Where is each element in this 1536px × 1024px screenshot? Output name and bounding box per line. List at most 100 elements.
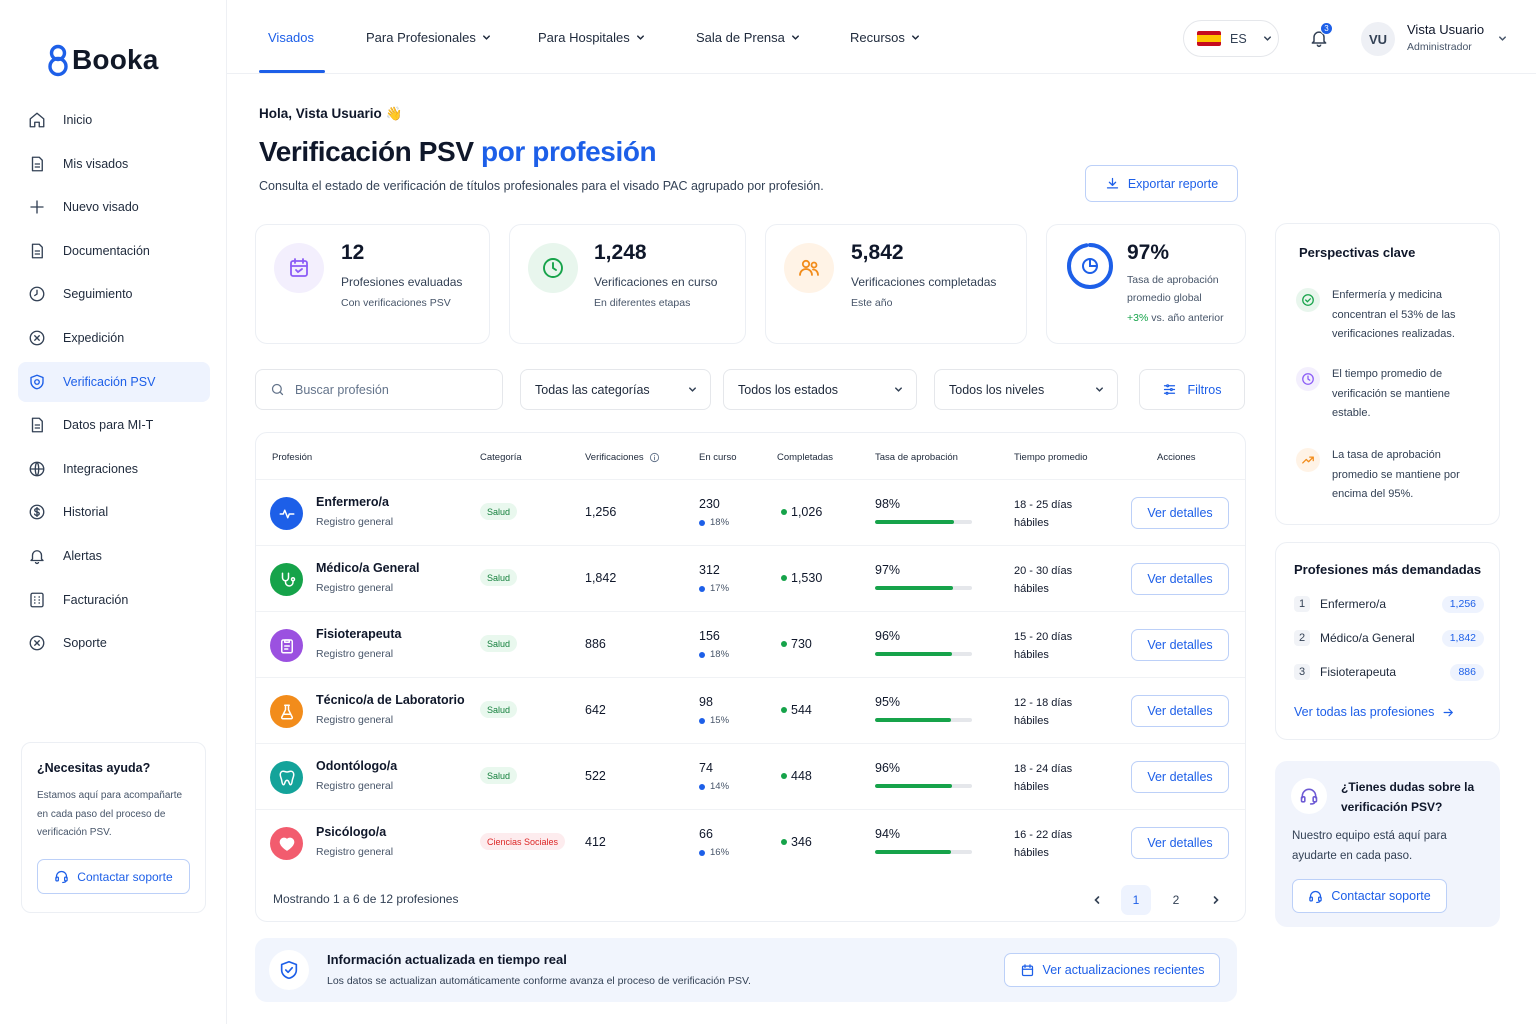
tab-recursos[interactable]: Recursos — [850, 30, 921, 45]
col-header-profession[interactable]: Profesión — [272, 452, 313, 463]
col-header-completed[interactable]: Completadas — [777, 452, 833, 463]
export-report-button[interactable]: Exportar reporte — [1085, 165, 1238, 202]
grid-icon — [28, 591, 46, 609]
status-dot — [699, 651, 705, 658]
status-select[interactable]: Todos los estados — [723, 369, 917, 410]
category-select[interactable]: Todas las categorías — [520, 369, 711, 410]
profession-name[interactable]: Psicólogo/a — [316, 825, 387, 839]
col-header-actions: Acciones — [1157, 452, 1196, 463]
headset-icon — [1291, 778, 1327, 814]
sidebar-item-facturacion[interactable]: Facturación — [18, 580, 210, 620]
status-dot — [781, 575, 787, 581]
pagination-page-1[interactable]: 1 — [1121, 885, 1151, 915]
sidebar-item-seguimiento[interactable]: Seguimiento — [18, 274, 210, 314]
table-row: Psicólogo/a Registro general Ciencias Soci… — [256, 809, 1245, 875]
chevron-down-icon — [791, 35, 799, 40]
logo[interactable]: Booka — [46, 42, 159, 78]
col-header-verifications[interactable]: Verificaciones — [585, 452, 660, 463]
count-badge: 1,256 — [1441, 595, 1484, 613]
list-item[interactable]: 1 Enfermero/a 1,256 — [1294, 594, 1484, 614]
profession-name[interactable]: Médico/a General — [316, 561, 420, 575]
average-time: 18 - 25 días hábiles — [1014, 496, 1094, 532]
in-progress-percent-value: 17% — [710, 583, 730, 594]
col-header-category[interactable]: Categoría — [480, 452, 522, 463]
category-badge: Salud — [480, 503, 518, 520]
completed-value: 448 — [791, 769, 812, 783]
trend-up-icon — [1296, 448, 1320, 472]
view-details-button[interactable]: Ver detalles — [1131, 629, 1229, 661]
pagination-page-2[interactable]: 2 — [1172, 893, 1180, 907]
stat-label: Verificaciones en curso — [594, 275, 718, 289]
view-all-professions-link[interactable]: Ver todas las profesiones — [1294, 705, 1455, 719]
verifications-count: 412 — [585, 835, 606, 849]
sidebar-item-datos-mit[interactable]: Datos para MI-T — [18, 405, 210, 445]
in-progress-percent: 15% — [699, 715, 729, 726]
contact-support-button[interactable]: Contactar soporte — [1292, 879, 1447, 913]
list-item[interactable]: 2 Médico/a General 1,842 — [1294, 628, 1484, 648]
in-progress-percent-value: 15% — [710, 715, 730, 726]
profession-name[interactable]: Odontólogo/a — [316, 759, 398, 773]
list-item[interactable]: 3 Fisioterapeuta 886 — [1294, 662, 1484, 682]
insight-text: Enfermería y medicina concentran el 53% … — [1332, 289, 1456, 340]
pagination-prev[interactable] — [1082, 885, 1112, 915]
sidebar-item-documentacion[interactable]: Documentación — [18, 231, 210, 271]
tab-para-profesionales[interactable]: Para Profesionales — [366, 30, 492, 45]
average-time-unit: hábiles — [1014, 517, 1049, 529]
filters-button[interactable]: Filtros — [1139, 369, 1245, 410]
view-details-button[interactable]: Ver detalles — [1131, 695, 1229, 727]
sidebar-item-expedicion[interactable]: Expedición — [18, 318, 210, 358]
sidebar-item-verificacion-psv[interactable]: Verificación PSV — [18, 361, 210, 402]
sidebar-item-nuevo-visado[interactable]: Nuevo visado — [18, 187, 210, 227]
sidebar-item-soporte[interactable]: Soporte — [18, 623, 210, 663]
info-icon[interactable] — [649, 452, 660, 463]
col-header-rate[interactable]: Tasa de aprobación — [875, 452, 958, 463]
col-header-in-progress[interactable]: En curso — [699, 452, 737, 463]
sidebar-item-integraciones[interactable]: Integraciones — [18, 449, 210, 489]
view-details-button[interactable]: Ver detalles — [1131, 497, 1229, 529]
sidebar-item-inicio[interactable]: Inicio — [18, 100, 210, 140]
demanded-title: Profesiones más demandadas — [1294, 562, 1482, 577]
sidebar-item-mis-visados[interactable]: Mis visados — [18, 144, 210, 184]
clipboard-icon — [270, 629, 303, 662]
approval-rate-bar — [875, 652, 972, 656]
recent-updates-button[interactable]: Ver actualizaciones recientes — [1004, 953, 1220, 987]
info-title: Información actualizada en tiempo real — [327, 952, 567, 967]
approval-rate-bar-fill — [875, 586, 954, 590]
demanded-professions-card: Profesiones más demandadas 1 Enfermero/a 1… — [1275, 542, 1500, 740]
search-input[interactable] — [295, 382, 485, 397]
view-details-button[interactable]: Ver detalles — [1131, 563, 1229, 595]
approval-rate-ring-icon — [1067, 243, 1113, 289]
tab-para-hospitales[interactable]: Para Hospitales — [538, 30, 646, 45]
avatar[interactable]: VU — [1361, 22, 1395, 56]
profession-registry: Registro general — [316, 648, 394, 660]
level-select[interactable]: Todos los niveles — [934, 369, 1118, 410]
search-box[interactable] — [255, 369, 503, 410]
pagination-next[interactable] — [1201, 885, 1231, 915]
support-card: ¿Tienes dudas sobre la verificación PSV?… — [1275, 761, 1500, 927]
recent-updates-label: Ver actualizaciones recientes — [1042, 963, 1205, 977]
in-progress-percent: 18% — [699, 517, 729, 528]
view-details-button[interactable]: Ver detalles — [1131, 827, 1229, 859]
tab-sala-de-prensa[interactable]: Sala de Prensa — [696, 30, 801, 45]
user-name[interactable]: Vista Usuario — [1407, 22, 1485, 37]
approval-rate: 94% — [875, 827, 901, 841]
profession-name[interactable]: Técnico/a de Laboratorio — [316, 693, 465, 707]
in-progress-count: 312 — [699, 563, 720, 577]
tab-visados[interactable]: Visados — [268, 30, 314, 45]
profession-name[interactable]: Enfermero/a — [316, 495, 389, 509]
sidebar-item-historial[interactable]: Historial — [18, 492, 210, 532]
col-header-time[interactable]: Tiempo promedio — [1014, 452, 1088, 463]
home-icon — [28, 111, 46, 129]
contact-support-button[interactable]: Contactar soporte — [37, 859, 190, 894]
chevron-down-icon[interactable] — [1497, 33, 1508, 44]
sidebar-item-alertas[interactable]: Alertas — [18, 536, 210, 576]
profession-name[interactable]: Fisioterapeuta — [316, 627, 402, 641]
approval-rate: 98% — [875, 497, 901, 511]
language-selector[interactable]: ES — [1183, 20, 1279, 57]
view-details-button[interactable]: Ver detalles — [1131, 761, 1229, 793]
approval-rate: 97% — [875, 563, 901, 577]
profession-name: Médico/a General — [1320, 631, 1415, 645]
link-label: Ver todas las profesiones — [1294, 705, 1435, 719]
insight-text: La tasa de aprobación promedio se mantie… — [1332, 449, 1460, 500]
profession-name: Fisioterapeuta — [1320, 665, 1397, 679]
